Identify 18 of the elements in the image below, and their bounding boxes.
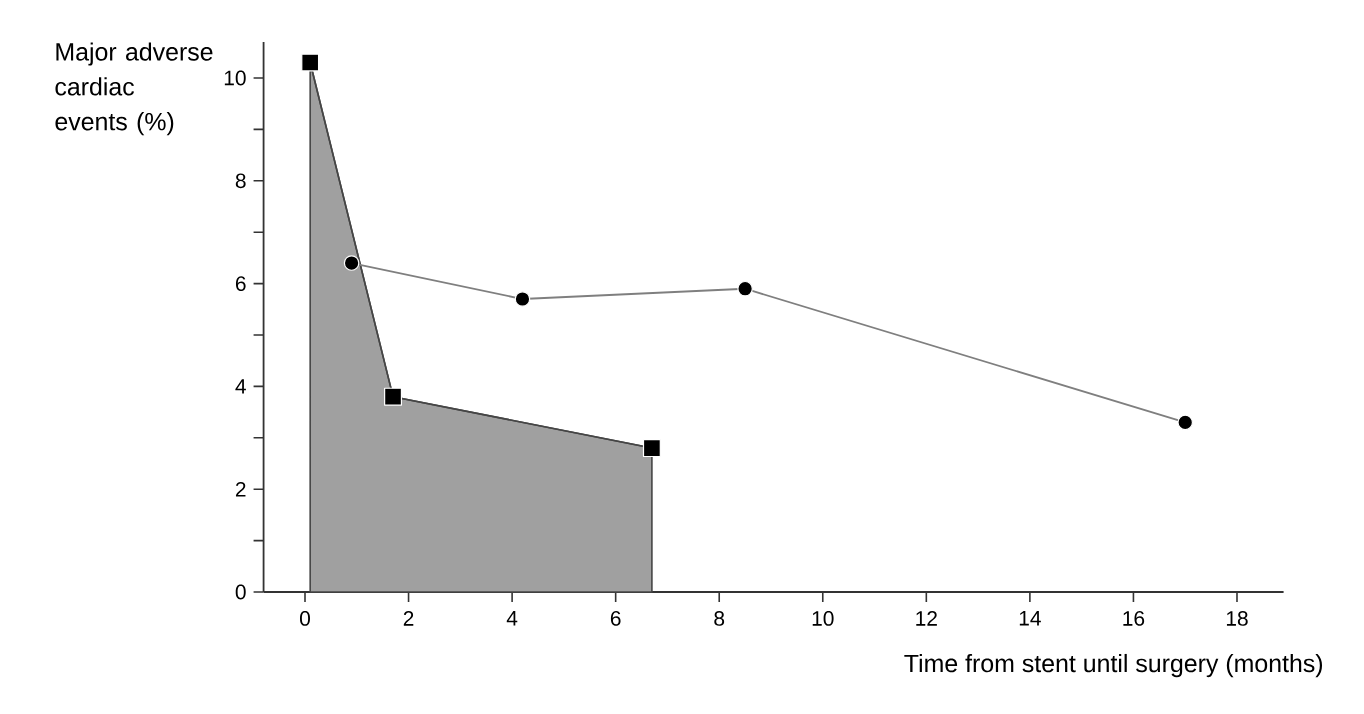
- x-axis-title: Time from stent until surgery (months): [904, 653, 1323, 678]
- x-tick-label: 8: [714, 611, 725, 626]
- y-tick-label: 4: [235, 379, 246, 394]
- y-tick-label: 0: [235, 584, 246, 600]
- x-tick-label: 6: [610, 611, 621, 626]
- x-tick-label: 16: [1123, 611, 1145, 626]
- y-axis-title: Major adverse cardiac events (%): [55, 42, 213, 136]
- x-tick-label: 12: [916, 611, 937, 626]
- x-tick-label: 14: [1019, 611, 1041, 626]
- x-tick-label: 18: [1226, 611, 1248, 626]
- x-tick-label: 4: [506, 611, 518, 626]
- x-tick-label: 2: [403, 611, 414, 626]
- y-tick-label: 2: [235, 481, 246, 497]
- y-tick-label: 8: [235, 173, 246, 189]
- x-tick-label: 0: [300, 611, 310, 626]
- y-tick-label: 10: [224, 70, 246, 86]
- x-tick-label: 10: [812, 611, 834, 626]
- y-tick-label: 6: [235, 276, 246, 292]
